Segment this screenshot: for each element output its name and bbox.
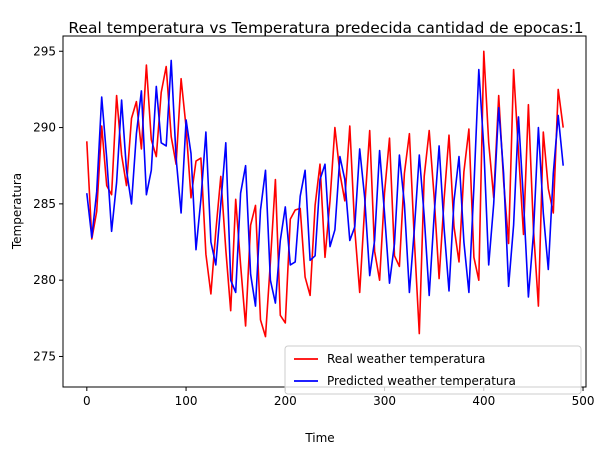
y-tick-label: 290 [33, 121, 56, 135]
y-axis-label: Temperatura [10, 173, 24, 250]
plot-frame [62, 35, 587, 388]
y-tick-label: 275 [33, 349, 56, 363]
legend-label-real: Real weather temperatura [327, 352, 485, 366]
series-line-predicted [86, 59, 564, 307]
x-tick-label: 100 [175, 394, 198, 408]
series-line-real [86, 50, 564, 338]
legend: Real weather temperatura Predicted weath… [284, 345, 582, 395]
legend-box [284, 345, 582, 395]
x-tick-label: 400 [472, 394, 495, 408]
legend-label-predicted: Predicted weather temperatura [327, 374, 516, 388]
x-tick-label: 300 [373, 394, 396, 408]
x-tick-label: 200 [274, 394, 297, 408]
x-tick-label: 500 [572, 394, 595, 408]
y-tick-label: 280 [33, 273, 56, 287]
x-axis-label: Time [304, 431, 334, 445]
chart-title: Real temperatura vs Temperatura predecid… [68, 19, 583, 37]
x-tick-label: 0 [83, 394, 91, 408]
y-tick-label: 295 [33, 44, 56, 58]
y-tick-label: 285 [33, 197, 56, 211]
